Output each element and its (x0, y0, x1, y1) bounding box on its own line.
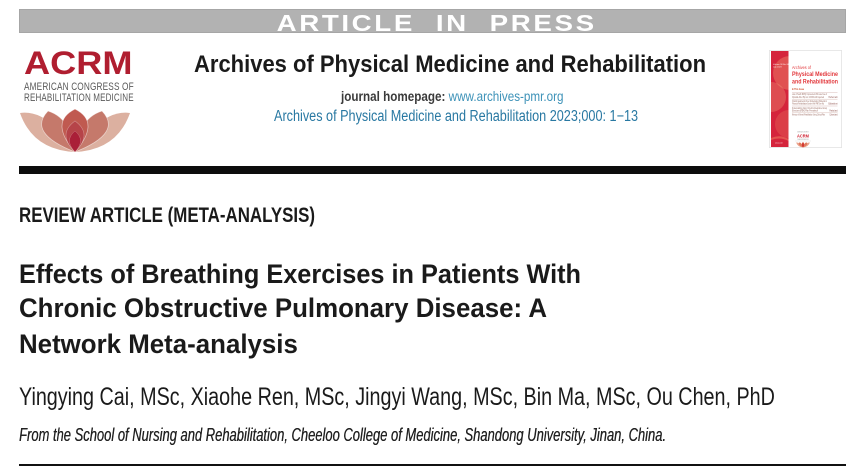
svg-text:Financial Rehabilitation Burde: Financial Rehabilitation Burden After PM… (792, 103, 824, 106)
svg-text:Archives of: Archives of (792, 65, 812, 70)
svg-text:Exercises (REA) Pain Prevalenc: Exercises (REA) Pain Prevalence (792, 109, 818, 112)
svg-text:Opioid treatments Over Undergo: Opioid treatments Over Undergoing Patien… (792, 100, 827, 103)
svg-text:www.arch: www.arch (775, 143, 783, 145)
svg-text:Physical Medicine: Physical Medicine (792, 71, 838, 78)
svg-text:Editorial art: Editorial art (829, 103, 838, 106)
svg-text:Volume 98 No. 8A: Volume 98 No. 8A (773, 63, 790, 66)
svg-text:Loss of Health MSPQ Improvemen: Loss of Health MSPQ Improvement Will Low… (792, 93, 827, 96)
svg-text:Memory of Illness Rehabilitati: Memory of Illness Rehabilitation Using C… (792, 114, 825, 117)
svg-text:Opioids After Hip on COVID-19: Opioids After Hip on COVID-19 Injected (792, 96, 825, 99)
svg-text:AMERICAN CONGRESS: AMERICAN CONGRESS (798, 131, 809, 134)
svg-text:Partial and: Partial and (830, 109, 838, 112)
svg-text:REHABILITATION MEDICINE: REHABILITATION MEDICINE (798, 138, 809, 141)
svg-text:Systematizing Injury Clin Anti: Systematizing Injury Clin Anti-Integrati… (792, 107, 827, 110)
svg-text:ACRM: ACRM (797, 134, 809, 139)
svg-text:and Rehabilitation: and Rehabilitation (792, 78, 838, 85)
svg-text:July 2023: July 2023 (773, 67, 782, 69)
svg-text:Herbert arti: Herbert arti (829, 96, 838, 99)
svg-text:Cohort and: Cohort and (830, 114, 838, 117)
svg-text:In This Issue: In This Issue (792, 87, 804, 91)
